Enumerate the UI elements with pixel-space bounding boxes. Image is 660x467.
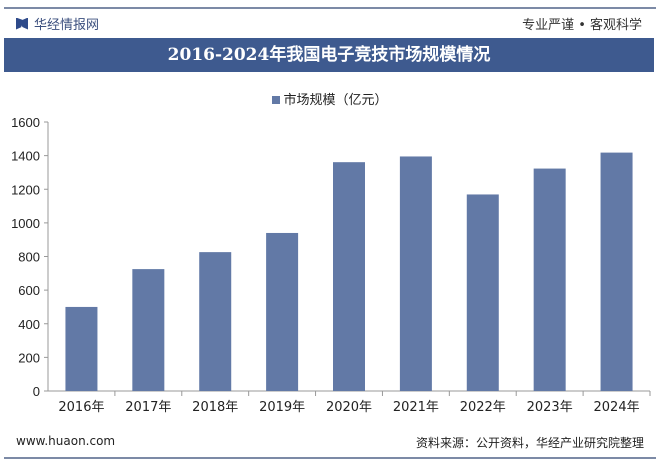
x-tick-label: 2017年 (125, 400, 171, 415)
y-tick-label: 400 (18, 317, 40, 332)
brand-logo-icon (16, 17, 28, 30)
y-tick-label: 800 (18, 250, 40, 265)
legend-label: 市场规模（亿元） (283, 93, 388, 108)
bar (399, 156, 432, 391)
bar (600, 152, 633, 391)
top-divider (4, 7, 656, 9)
x-tick-label: 2022年 (460, 400, 506, 415)
footer: www.huaon.com 资料来源：公开资料，华经产业研究院整理 (0, 430, 660, 454)
bar (533, 168, 566, 391)
bar (266, 232, 299, 391)
brand-name: 华经情报网 (34, 18, 100, 33)
bar (333, 162, 365, 391)
legend: 市场规模（亿元） (0, 89, 660, 108)
y-tick-label: 600 (18, 283, 40, 298)
source-note: 资料来源：公开资料，华经产业研究院整理 (415, 436, 644, 450)
bar (199, 252, 232, 391)
legend-swatch (272, 96, 281, 104)
website-url[interactable]: www.huaon.com (16, 434, 116, 448)
bar-chart: 0 200 400 600 800 1000 1200 1400 1600 2016年 2017年 2… (11, 115, 651, 415)
slogan: 专业严谨 • 客观科学 (522, 18, 642, 33)
x-tick-label: 2019年 (259, 400, 305, 415)
x-tick-label: 2018年 (192, 400, 238, 415)
y-tick-label: 1200 (11, 182, 40, 197)
y-tick-label: 1600 (11, 115, 40, 130)
y-tick-label: 0 (33, 384, 40, 399)
x-tick-label: 2023年 (527, 400, 573, 415)
bar (65, 306, 98, 391)
bar (466, 194, 499, 391)
x-tick-label: 2016年 (58, 400, 104, 415)
y-tick-label: 1400 (11, 149, 40, 164)
brand: 华经情报网 (16, 14, 99, 33)
x-tick-label: 2020年 (326, 400, 372, 415)
chart-title: 2016-2024年我国电子竞技市场规模情况 (4, 38, 654, 72)
x-tick-label: 2024年 (594, 400, 640, 415)
y-tick-label: 1000 (11, 216, 40, 231)
bar (132, 269, 165, 391)
x-tick-label: 2021年 (393, 400, 439, 415)
bottom-divider (4, 457, 656, 459)
y-tick-label: 200 (18, 350, 40, 365)
